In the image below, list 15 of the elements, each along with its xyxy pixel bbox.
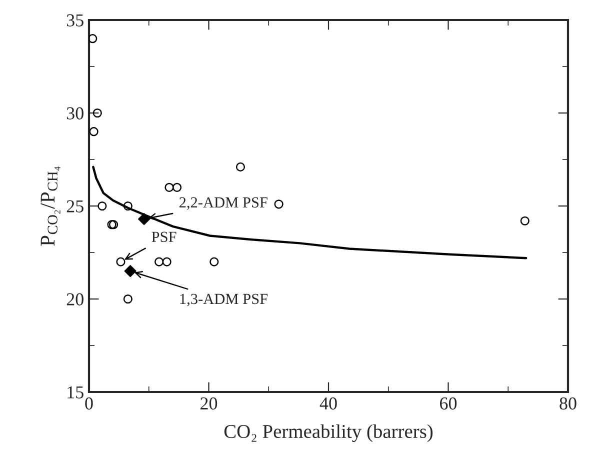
x-tick-label: 60 (440, 397, 457, 410)
y-tick-label: 30 (66, 107, 84, 120)
x-tick-label: 0 (85, 397, 93, 410)
y-tick-label: 20 (66, 293, 84, 306)
y-tick-label: 35 (66, 14, 84, 26)
x-tick-label: 20 (200, 397, 218, 410)
x-tick-label: 40 (320, 397, 337, 410)
x-axis-title: CO₂ Permeability (barrers) (224, 424, 433, 442)
annotation: 2,2-ADM PSF (179, 197, 268, 210)
x-tick-label: 80 (560, 397, 576, 410)
annotation: PSF (152, 232, 176, 242)
annotation: 1,3-ADM PSF (180, 294, 268, 306)
y-axis-title: P$_{CO₂}$/P$_{CH₄}$ (40, 166, 60, 246)
y-tick-label: 15 (68, 386, 84, 398)
y-tick-label: 25 (66, 200, 84, 212)
